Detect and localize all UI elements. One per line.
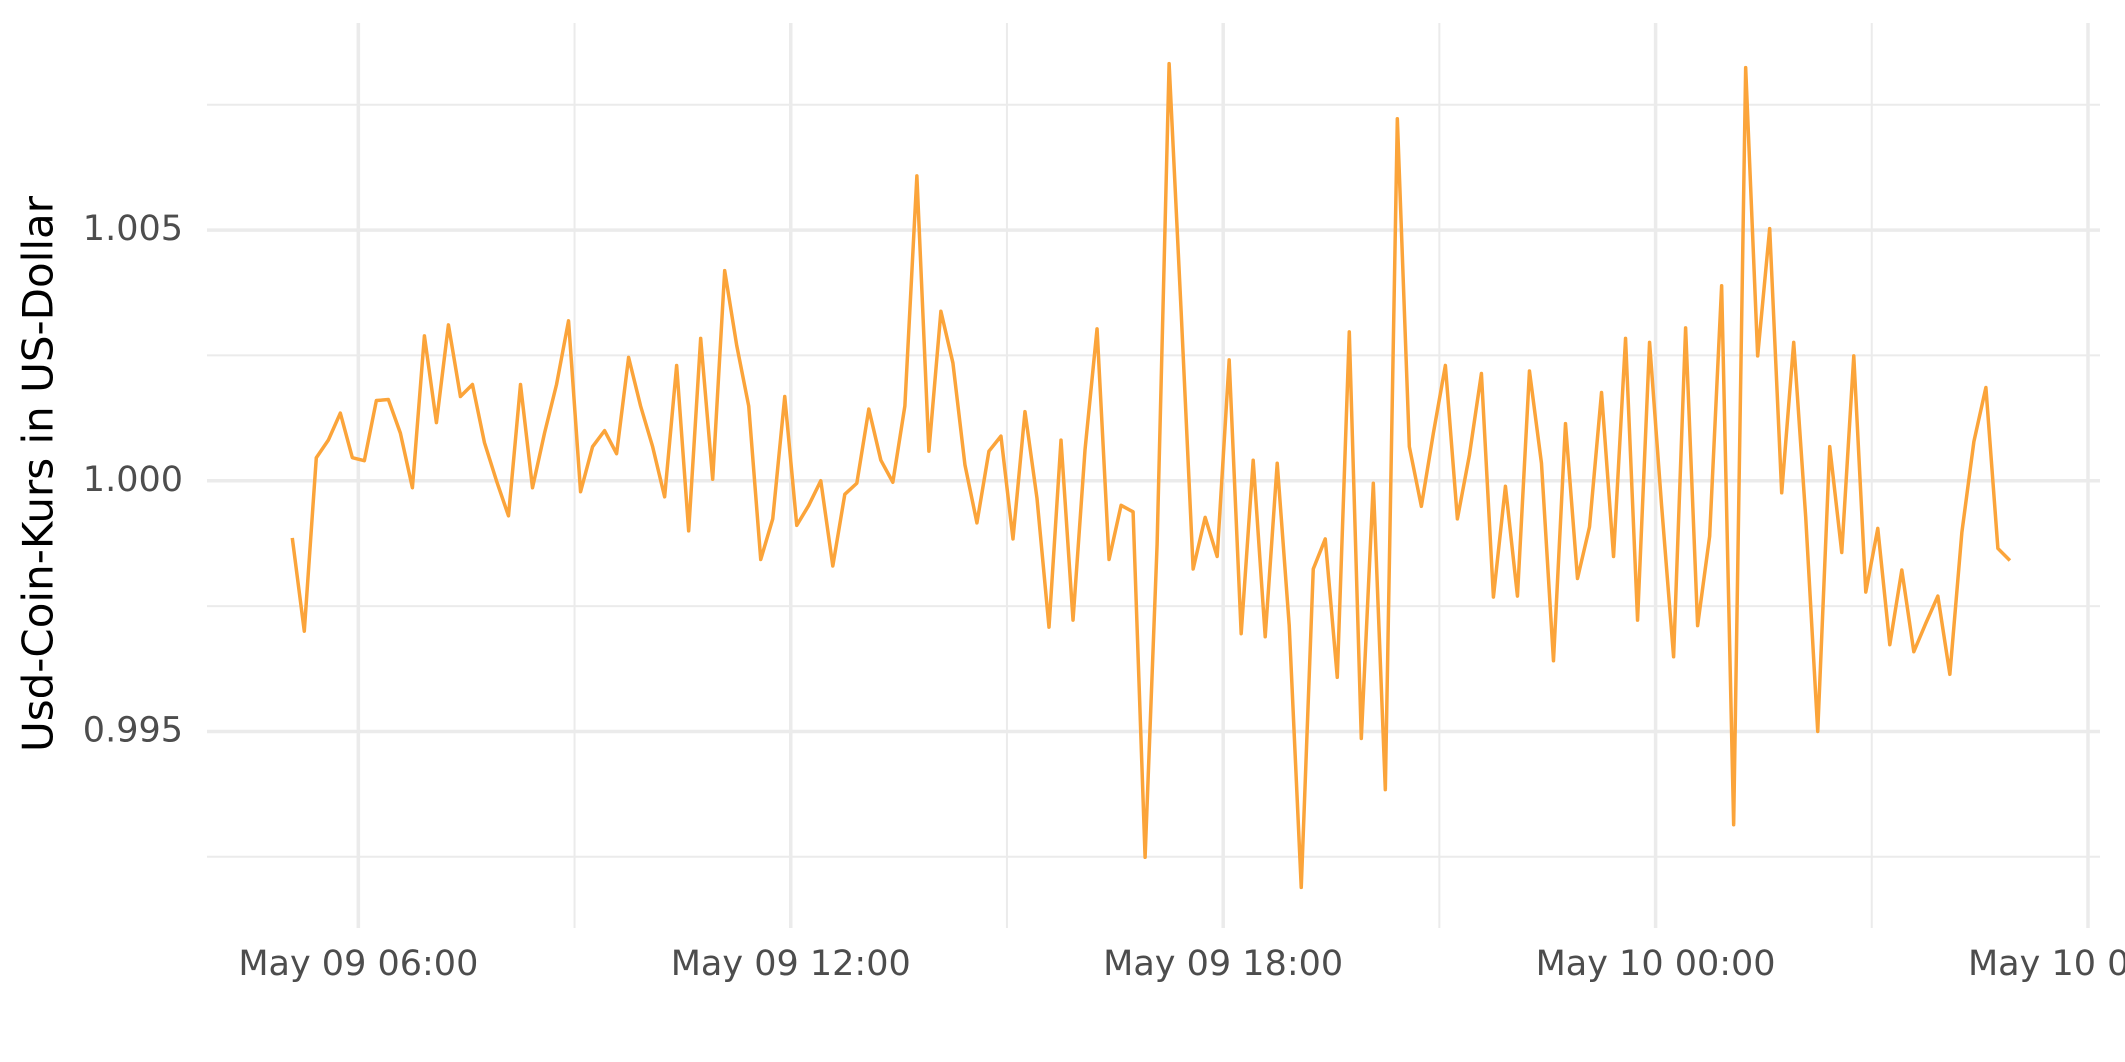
y-tick-label: 1.005 [83, 209, 183, 249]
y-tick-label: 1.000 [83, 460, 183, 500]
x-tick-label: May 09 12:00 [671, 944, 911, 984]
x-tick-label: May 10 00:00 [1536, 944, 1776, 984]
x-tick-label: May 09 18:00 [1103, 944, 1343, 984]
y-axis-title: Usd-Coin-Kurs in US-Dollar [14, 195, 63, 752]
x-tick-label: May 09 06:00 [238, 944, 478, 984]
price-line [290, 61, 2012, 890]
x-tick-label: May 10 06:00 [1968, 944, 2125, 984]
y-tick-label: 0.995 [83, 710, 183, 750]
